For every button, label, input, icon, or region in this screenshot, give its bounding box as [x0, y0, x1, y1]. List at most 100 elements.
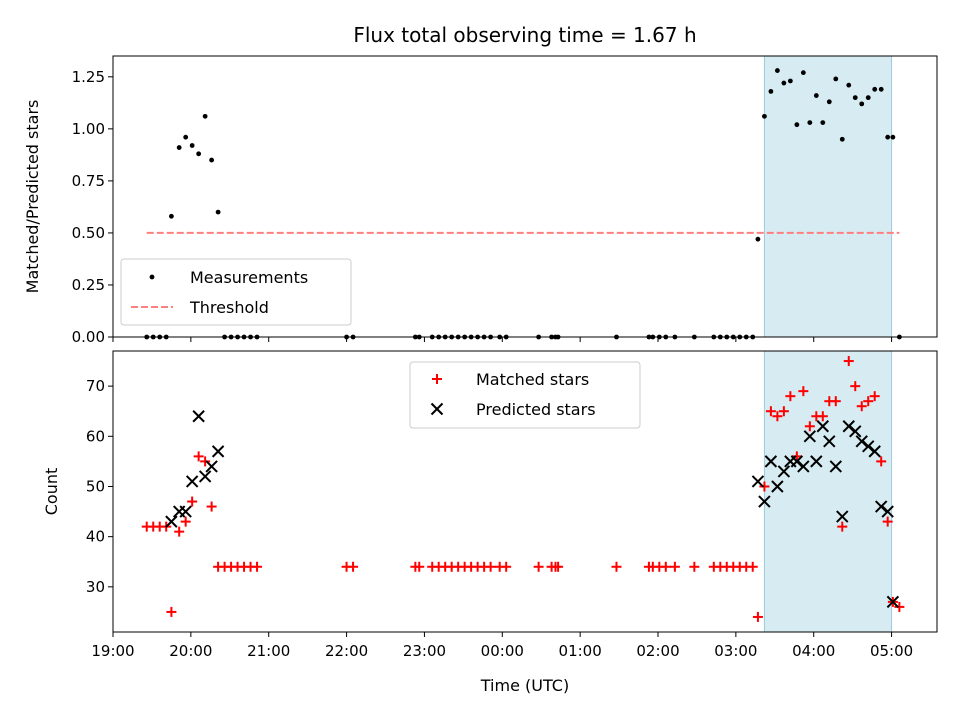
observing-window-shade-bottom	[763, 350, 893, 633]
measurement-point	[183, 134, 189, 140]
ratio-y-tick-label: 0.50	[72, 224, 105, 242]
matched-star-point	[856, 401, 867, 412]
x-tick-label: 03:00	[714, 642, 757, 660]
measurement-point	[755, 236, 761, 242]
count-y-tick-label: 60	[86, 427, 105, 445]
predicted-star-point	[758, 495, 771, 508]
matched-star-point	[752, 611, 763, 622]
ratio-panel: 0.00 0.25 0.50 0.75 1.00 1.25 Matched/Predict…	[23, 55, 938, 346]
ratio-y-tick-label: 0.00	[72, 328, 105, 346]
measurement-point	[762, 113, 767, 119]
matched-star-point	[850, 381, 861, 392]
matched-star-point	[553, 561, 564, 572]
predicted-star-point	[751, 475, 765, 488]
matched-star-point	[765, 406, 776, 417]
measurement-point	[807, 120, 813, 126]
ratio-panel-frame	[112, 55, 938, 338]
matched-star-point	[533, 561, 544, 572]
count-panel: 19:00 20:00 21:00 22:00 23:00 00:00 01:00 02:00…	[42, 350, 938, 695]
matched-star-point	[798, 386, 809, 397]
x-tick-label: 20:00	[169, 642, 212, 660]
measurement-point	[800, 70, 806, 76]
matched-star-point	[843, 356, 854, 367]
predicted-star-point	[777, 465, 791, 478]
x-tick-label: 21:00	[247, 642, 290, 660]
measurement-point	[820, 120, 826, 126]
matched-star-point	[206, 501, 217, 512]
measurement-point	[168, 213, 174, 219]
count-y-axis-label: Count	[42, 468, 61, 516]
legend-label-measurements: Measurements	[190, 268, 308, 287]
ratio-legend-box	[120, 258, 352, 326]
measurement-point	[846, 82, 852, 88]
matched-star-point	[193, 451, 204, 462]
x-tick-label: 22:00	[325, 642, 368, 660]
measurement-point	[833, 76, 839, 82]
chart-title: Flux total observing time = 1.67 h	[353, 23, 696, 47]
legend-label-threshold: Threshold	[189, 298, 269, 317]
predicted-star-point	[192, 410, 205, 423]
matched-star-point	[837, 521, 848, 532]
matched-star-point	[166, 606, 177, 617]
measurement-point	[839, 136, 845, 142]
predicted-star-point	[764, 455, 778, 468]
matched-star-point	[817, 411, 828, 422]
x-tick-label: 19:00	[91, 642, 134, 660]
predicted-star-point	[849, 425, 862, 438]
ratio-y-tick-label: 1.25	[72, 68, 105, 86]
measurement-point	[852, 95, 858, 101]
matched-star-point	[778, 406, 789, 417]
legend-marker-predicted	[430, 402, 444, 416]
predicted-star-point	[797, 460, 810, 473]
measurement-point	[196, 151, 202, 157]
predicted-star-point	[874, 500, 888, 513]
matched-star-point	[414, 561, 425, 572]
measurement-point	[826, 99, 832, 105]
count-y-tick-label: 40	[86, 528, 105, 546]
predicted-star-point	[855, 435, 868, 448]
predicted-star-point	[790, 455, 804, 468]
matched-star-point	[785, 391, 796, 402]
measurement-point	[176, 145, 182, 150]
predicted-star-point	[803, 430, 817, 443]
legend-label-matched: Matched stars	[476, 370, 589, 389]
matched-star-point	[174, 526, 185, 537]
measurement-point	[209, 157, 215, 163]
legend-marker-measurements	[149, 274, 155, 280]
measurement-point	[202, 113, 208, 119]
measurement-point	[774, 68, 780, 73]
ratio-legend: Measurements Threshold	[120, 258, 352, 326]
predicted-star-point	[816, 420, 830, 433]
legend-x-glyph	[430, 402, 444, 416]
measurement-point	[878, 86, 884, 92]
x-axis-label: Time (UTC)	[480, 676, 569, 695]
count-y-tick-label: 30	[86, 578, 105, 596]
legend-marker-matched	[432, 374, 442, 384]
matched-star-point	[772, 411, 783, 422]
measurement-point	[768, 88, 774, 94]
measurement-point	[189, 143, 195, 148]
x-tick-label: 01:00	[559, 642, 602, 660]
matched-star-point	[759, 481, 770, 492]
predicted-star-point	[886, 595, 900, 609]
measurement-point	[872, 86, 878, 92]
matched-star-point	[252, 561, 263, 572]
matched-star-point	[863, 396, 874, 407]
measurement-point	[813, 93, 819, 98]
predicted-star-point	[211, 445, 225, 458]
matched-star-point	[894, 601, 905, 612]
matched-star-point	[187, 496, 198, 507]
matched-star-point	[200, 456, 211, 467]
matched-star-point	[882, 516, 893, 527]
count-legend: Matched stars Predicted stars	[409, 361, 641, 429]
matched-star-point	[830, 396, 841, 407]
measurement-point	[859, 101, 865, 107]
matched-star-point	[660, 561, 671, 572]
ratio-y-axis-label: Matched/Predicted stars	[23, 100, 42, 294]
predicted-star-point	[836, 510, 849, 523]
predicted-star-point	[829, 460, 842, 473]
predicted-star-point	[881, 505, 894, 518]
predicted-star-point	[205, 460, 218, 473]
predicted-star-point	[165, 515, 178, 528]
predicted-star-point	[842, 420, 855, 433]
